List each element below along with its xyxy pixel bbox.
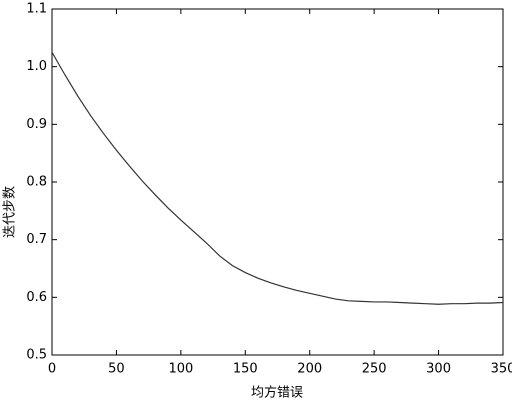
y-tick-label: 0.8 xyxy=(26,175,47,190)
x-tick-label: 250 xyxy=(362,362,387,377)
x-tick-label: 50 xyxy=(108,362,125,377)
x-tick-label: 150 xyxy=(233,362,258,377)
y-axis-label: 迭代步数 xyxy=(3,186,18,238)
plot-frame xyxy=(51,8,504,356)
y-tick-label: 0.5 xyxy=(26,348,47,363)
x-axis-label: 均方错误 xyxy=(251,385,303,401)
y-tick-label: 0.9 xyxy=(26,117,47,132)
y-tick-label: 0.7 xyxy=(26,232,47,247)
y-tick-label: 1.1 xyxy=(26,2,47,17)
line-series xyxy=(51,51,504,305)
y-tick-label: 0.6 xyxy=(26,290,47,305)
x-tick-label: 200 xyxy=(297,362,322,377)
x-tick-label: 0 xyxy=(48,362,56,377)
x-tick-label: 100 xyxy=(168,362,193,377)
y-tick-label: 1.0 xyxy=(26,59,47,74)
x-tick-label: 350 xyxy=(491,362,512,377)
x-tick-label: 300 xyxy=(426,362,451,377)
